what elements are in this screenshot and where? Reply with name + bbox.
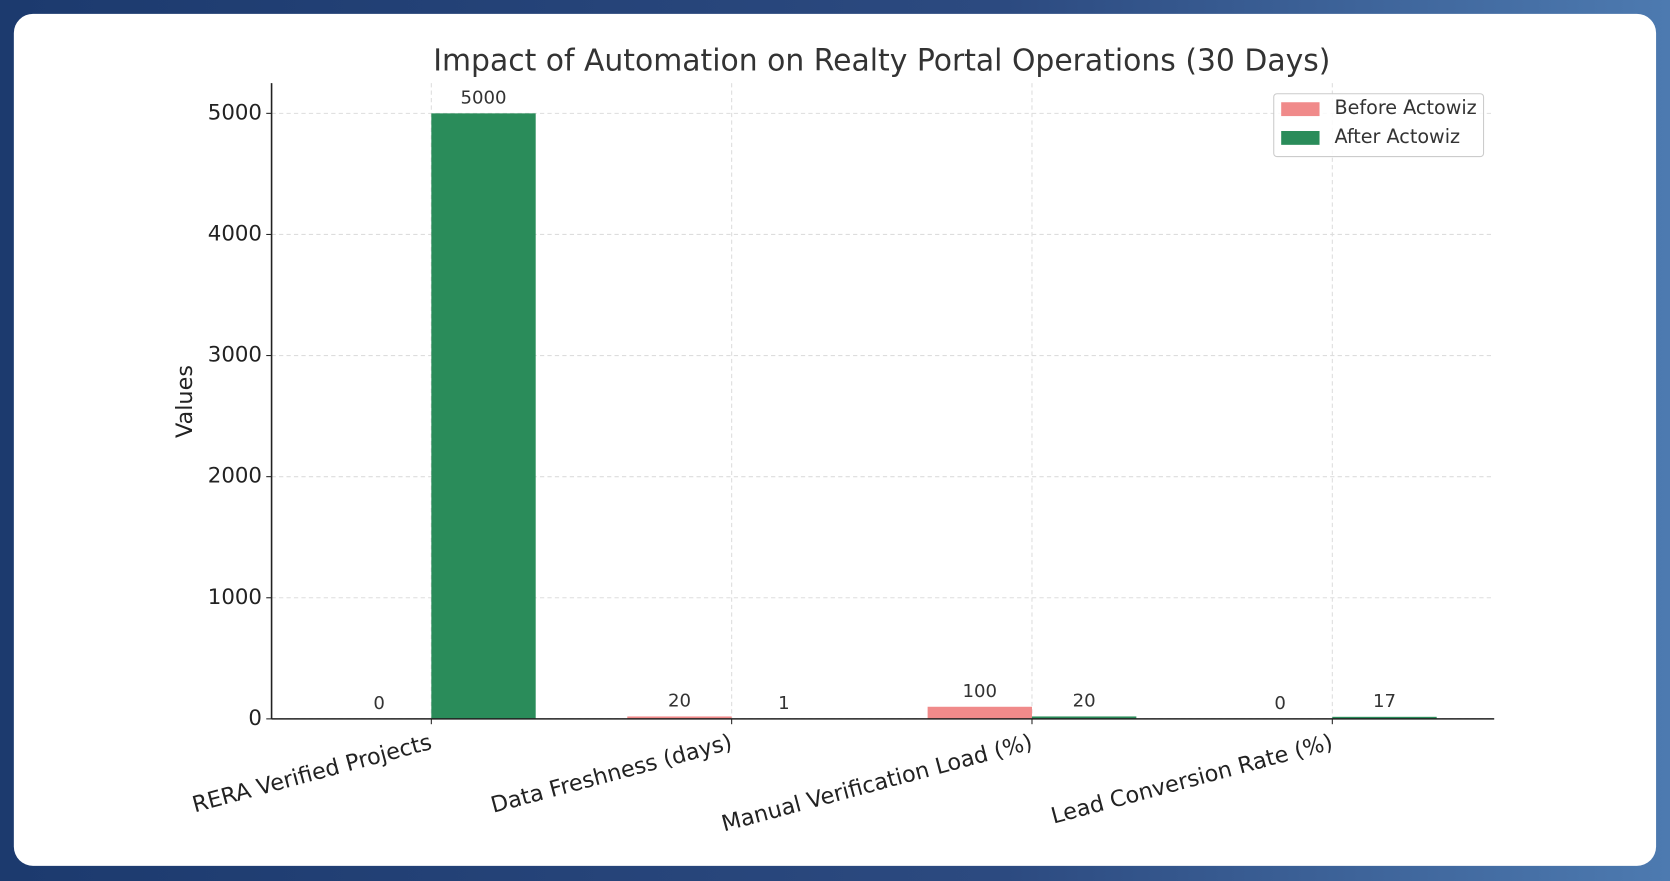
card: [13, 13, 1657, 866]
y-tick-label: 0: [248, 706, 262, 731]
bar: [1332, 716, 1437, 719]
value-label: 20: [1073, 691, 1096, 712]
legend-label: Before Actowiz: [1334, 96, 1476, 119]
bar: [627, 716, 732, 719]
value-label: 100: [963, 681, 998, 702]
y-axis-label: Values: [172, 365, 198, 438]
y-tick-label: 5000: [208, 100, 262, 125]
legend-label: After Actowiz: [1334, 125, 1460, 148]
value-label: 5000: [460, 87, 506, 108]
bar: [927, 706, 1032, 719]
value-label: 0: [1274, 693, 1286, 714]
value-label: 0: [373, 693, 385, 714]
bar: [1031, 716, 1137, 719]
value-label: 20: [668, 691, 691, 712]
value-label: 1: [778, 693, 790, 714]
value-label: 17: [1373, 691, 1396, 712]
y-tick-label: 4000: [208, 221, 262, 246]
chart-title: Impact of Automation on Realty Portal Op…: [433, 43, 1330, 78]
bar: [431, 113, 536, 719]
y-tick-label: 3000: [208, 343, 262, 368]
y-tick-label: 2000: [208, 464, 262, 489]
legend-swatch: [1281, 102, 1320, 117]
y-tick-label: 1000: [208, 585, 262, 610]
legend-frame: [1273, 93, 1485, 158]
legend-swatch: [1281, 130, 1320, 145]
